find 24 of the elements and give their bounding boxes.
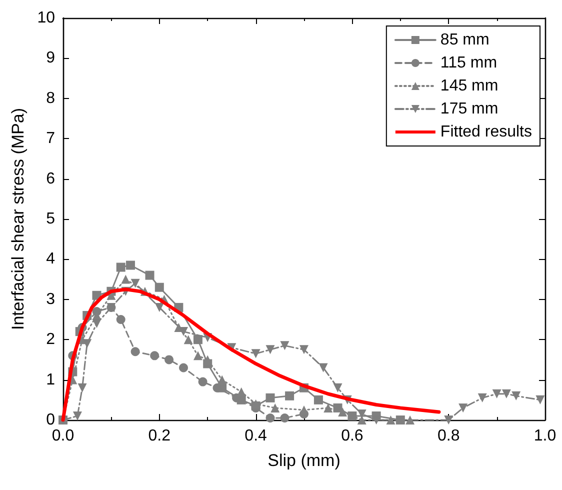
y-tick-label: 0 xyxy=(46,412,56,428)
x-tick-label: 1.0 xyxy=(534,428,556,444)
y-tick-label: 2 xyxy=(46,331,56,348)
y-tick-label: 8 xyxy=(46,90,56,107)
legend-label: 115 mm xyxy=(440,54,498,72)
y-tick-label: 9 xyxy=(46,50,56,67)
y-tick-label: 5 xyxy=(46,210,56,228)
x-axis-title: Slip (mm) xyxy=(268,451,340,470)
x-tick-label: 0.4 xyxy=(244,428,268,444)
y-tick-label: 10 xyxy=(37,10,56,26)
y-tick-label: 3 xyxy=(46,290,56,308)
x-tick-label: 0.2 xyxy=(148,428,171,444)
y-axis-title: Interfacial shear stress (MPa) xyxy=(8,108,28,330)
legend-label: 145 mm xyxy=(440,78,498,94)
y-tick-label: 1 xyxy=(46,371,56,388)
x-tick-label: 0.6 xyxy=(341,428,364,444)
y-tick-label: 7 xyxy=(46,130,56,148)
legend-label: 175 mm xyxy=(440,100,498,118)
x-tick-label: 0.8 xyxy=(437,428,460,444)
y-tick-label: 4 xyxy=(46,250,56,268)
x-tick-label: 0.0 xyxy=(52,428,74,444)
legend-label: 85 mm xyxy=(440,32,490,48)
legend-label: Fitted results xyxy=(440,124,532,140)
y-tick-label: 6 xyxy=(46,170,56,188)
